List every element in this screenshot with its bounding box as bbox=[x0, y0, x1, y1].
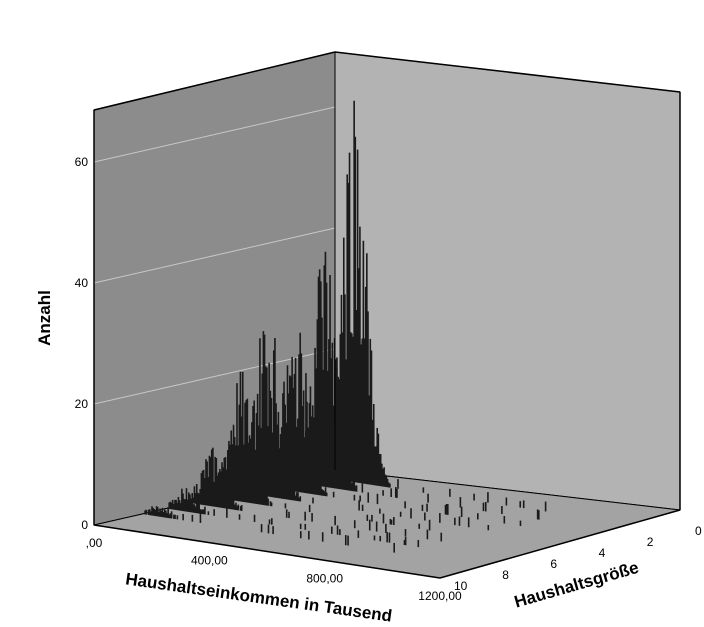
y-tick-label: 60 bbox=[75, 155, 89, 169]
z-axis-title: Haushaltsgröße bbox=[512, 558, 641, 612]
gridline-back bbox=[93, 106, 336, 163]
y-tick-label: 0 bbox=[81, 518, 88, 532]
x-tick-label: 400,00 bbox=[191, 554, 228, 568]
x-tick-label: ,00 bbox=[86, 536, 103, 550]
bars bbox=[144, 100, 547, 553]
y-axis-title: Anzahl bbox=[35, 290, 54, 346]
frame-edges bbox=[93, 51, 681, 579]
side-wall bbox=[334, 51, 681, 511]
y-tick-label: 20 bbox=[75, 397, 89, 411]
z-tick-label: 10 bbox=[454, 579, 468, 593]
z-tick-label: 0 bbox=[695, 524, 702, 538]
z-tick-label: 8 bbox=[502, 568, 509, 582]
z-tick-label: 4 bbox=[599, 546, 606, 560]
tick-labels: 0 20 40 60 ,00 400,00 800,00 1200,00 0 2 4 6 8 10 bbox=[75, 155, 702, 603]
z-tick-label: 2 bbox=[647, 535, 654, 549]
x-tick-label: 1200,00 bbox=[418, 589, 462, 603]
gridline-back bbox=[93, 227, 336, 284]
y-tick-label: 40 bbox=[75, 276, 89, 290]
x-axis-title: Haushaltseinkommen in Tausend bbox=[124, 569, 393, 625]
z-tick-label: 6 bbox=[550, 557, 557, 571]
x-tick-label: 800,00 bbox=[306, 571, 343, 585]
